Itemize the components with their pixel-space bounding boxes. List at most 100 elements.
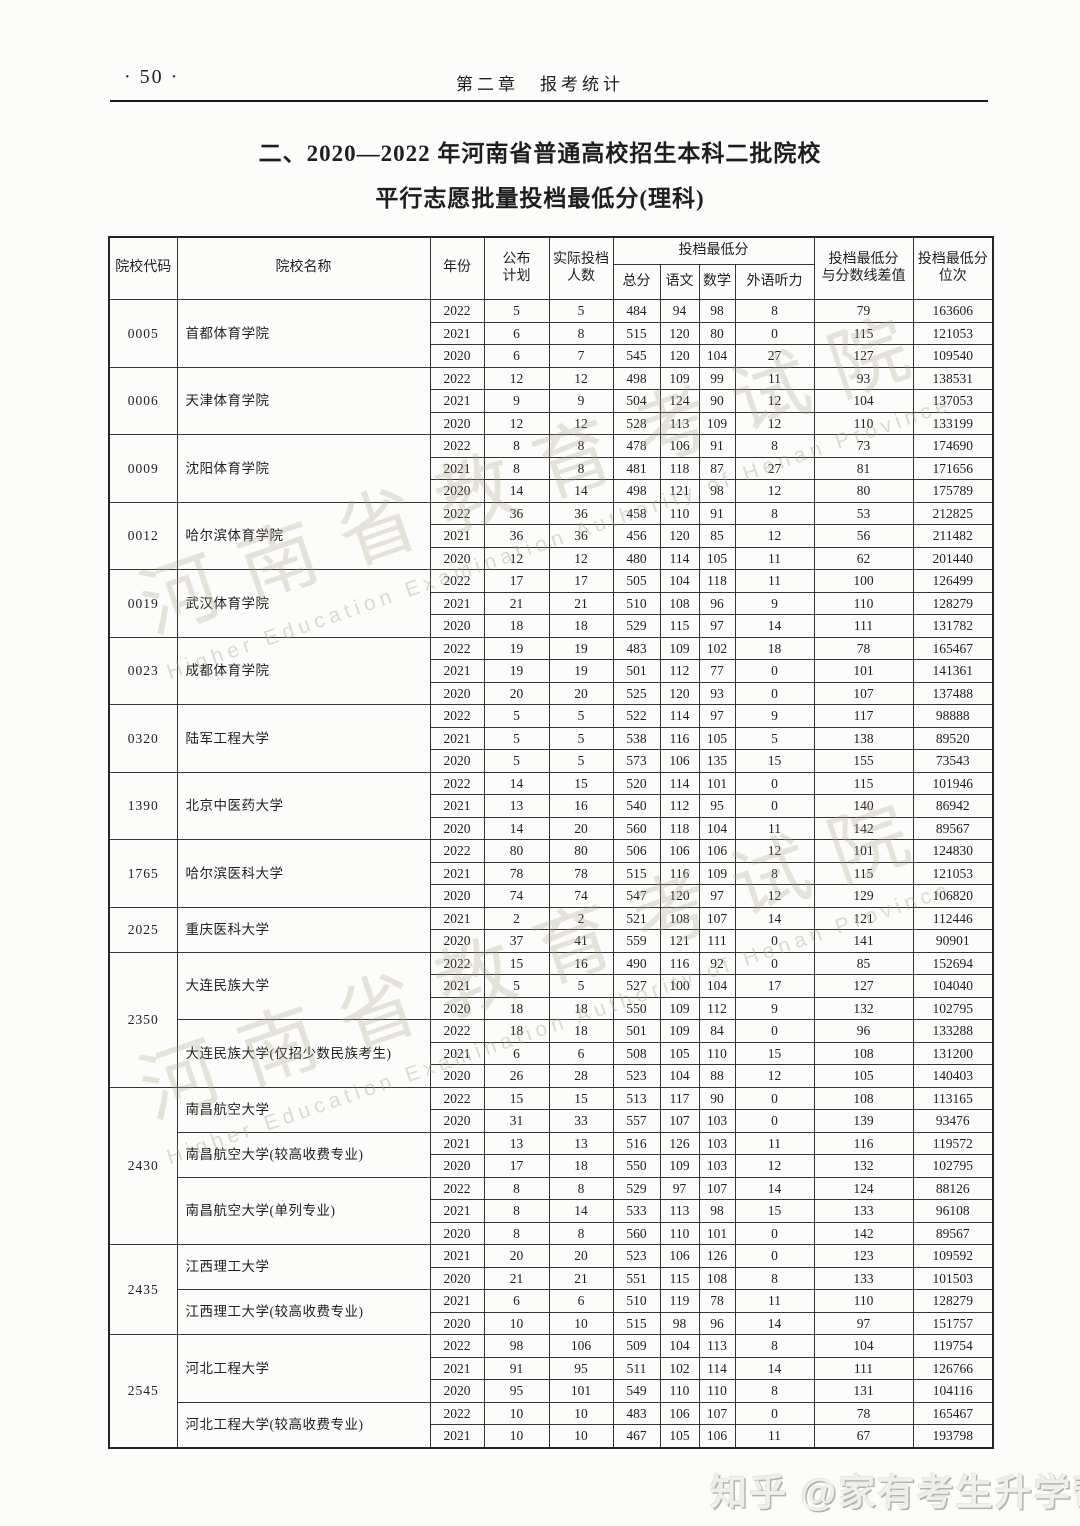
cell-math: 96	[698, 1311, 736, 1335]
cell-chinese: 120	[659, 681, 700, 705]
cell-plan: 14	[483, 816, 550, 840]
cell-year: 2020	[429, 1154, 485, 1178]
cell-plan: 8	[483, 1199, 550, 1223]
cell-rank: 98888	[912, 704, 994, 728]
cell-score-diff: 101	[813, 839, 914, 863]
cell-plan: 10	[483, 1401, 550, 1425]
cell-math: 110	[698, 1041, 736, 1065]
cell-listening: 27	[734, 456, 815, 480]
cell-college-code: 0012	[108, 501, 178, 570]
cell-actual: 106	[548, 1334, 614, 1358]
cell-total-score: 557	[612, 1109, 661, 1133]
cell-rank: 137488	[912, 681, 994, 705]
cell-math: 105	[698, 546, 736, 570]
cell-plan: 17	[483, 1154, 550, 1178]
cell-actual: 28	[548, 1064, 614, 1088]
table-row: 0005 首都体育学院 2022 5 5 484 94 98 8 79 163606	[108, 299, 994, 368]
cell-total-score: 516	[612, 1131, 661, 1155]
col-header-actual-filed: 实际投档 人数	[548, 236, 614, 300]
cell-listening: 0	[734, 951, 815, 975]
cell-plan: 6	[483, 344, 550, 368]
cell-rank: 163606	[912, 299, 994, 323]
table-row: 2435 江西理工大学 2021 20 20 523 106 126 0 123 109592	[108, 1244, 994, 1335]
cell-actual: 18	[548, 1019, 614, 1043]
cell-math: 110	[698, 1379, 736, 1403]
cell-listening: 14	[734, 1176, 815, 1200]
cell-listening: 9	[734, 704, 815, 728]
cell-listening: 0	[734, 1019, 815, 1043]
cell-score-diff: 100	[813, 569, 914, 593]
cell-rank: 137053	[912, 389, 994, 413]
table-row: 2020 8 8 560 110 101 0 142 89567	[109, 1221, 994, 1245]
chapter-header: 第二章 报考统计	[456, 75, 624, 94]
cell-listening: 12	[734, 1154, 815, 1178]
cell-listening: 0	[734, 929, 815, 953]
cell-plan: 31	[483, 1109, 550, 1133]
cell-plan: 98	[483, 1334, 550, 1358]
table-row: 江西理工大学(较高收费专业) 2021 6 6 510 119 78 11 110 128279	[109, 1289, 994, 1335]
cell-actual: 10	[548, 1424, 614, 1448]
cell-plan: 8	[483, 1221, 550, 1245]
cell-year: 2021	[429, 524, 485, 548]
cell-actual: 33	[548, 1109, 614, 1133]
cell-score-diff: 139	[813, 1109, 914, 1133]
cell-actual: 8	[548, 434, 614, 458]
cell-listening: 11	[734, 1131, 815, 1155]
cell-rank: 119572	[912, 1131, 994, 1155]
cell-actual: 10	[548, 1311, 614, 1335]
table-row: 2021 36 36 456 120 85 12 56 211482	[109, 524, 994, 548]
cell-score-diff: 142	[813, 1221, 914, 1245]
cell-plan: 8	[483, 434, 550, 458]
cell-listening: 12	[734, 839, 815, 863]
cell-total-score: 505	[612, 569, 661, 593]
cell-math: 103	[698, 1131, 736, 1155]
cell-rank: 174690	[912, 434, 994, 458]
cell-rank: 141361	[912, 659, 994, 683]
cell-rank: 102795	[912, 996, 994, 1020]
cell-year: 2022	[429, 569, 485, 593]
cell-college-name: 首都体育学院	[176, 299, 431, 368]
cell-listening: 11	[734, 1289, 815, 1313]
table-row: 0012 哈尔滨体育学院 2022 36 36 458 110 91 8 53 212825	[108, 501, 994, 570]
cell-college-code: 1390	[108, 771, 178, 840]
table-row: 2020 6 7 545 120 104 27 127 109540	[109, 344, 994, 368]
cell-rank: 133199	[912, 411, 994, 435]
cell-math: 135	[698, 749, 736, 773]
cell-rank: 113165	[912, 1086, 994, 1110]
cell-actual: 20	[548, 816, 614, 840]
cell-year: 2022	[429, 704, 485, 728]
cell-listening: 17	[734, 974, 815, 998]
cell-chinese: 104	[659, 569, 700, 593]
cell-plan: 6	[483, 1041, 550, 1065]
cell-chinese: 115	[659, 1266, 700, 1290]
cell-rank: 212825	[912, 501, 994, 525]
cell-score-diff: 132	[813, 996, 914, 1020]
cell-listening: 11	[734, 366, 815, 390]
cell-listening: 0	[734, 659, 815, 683]
cell-listening: 8	[734, 434, 815, 458]
cell-year: 2021	[429, 726, 485, 750]
cell-chinese: 109	[659, 1019, 700, 1043]
cell-score-diff: 133	[813, 1266, 914, 1290]
cell-actual: 36	[548, 501, 614, 525]
cell-rank: 121053	[912, 861, 994, 885]
cell-chinese: 114	[659, 546, 700, 570]
cell-actual: 10	[548, 1401, 614, 1425]
cell-listening: 0	[734, 771, 815, 795]
cell-rank: 138531	[912, 366, 994, 390]
cell-score-diff: 108	[813, 1041, 914, 1065]
table-row: 南昌航空大学(单列专业) 2022 8 8 529 97 107 14 124 88126	[109, 1176, 994, 1245]
cell-total-score: 501	[612, 659, 661, 683]
cell-score-diff: 96	[813, 1019, 914, 1043]
cell-year: 2020	[429, 749, 485, 773]
cell-math: 78	[698, 1289, 736, 1313]
cell-score-diff: 132	[813, 1154, 914, 1178]
cell-total-score: 504	[612, 389, 661, 413]
cell-listening: 0	[734, 1244, 815, 1268]
cell-listening: 0	[734, 681, 815, 705]
table-row: 2020 17 18 550 109 103 12 132 102795	[109, 1154, 994, 1178]
cell-plan: 15	[483, 1086, 550, 1110]
table-row: 2020 18 18 550 109 112 9 132 102795	[109, 996, 994, 1020]
cell-math: 114	[698, 1356, 736, 1380]
cell-rank: 201440	[912, 546, 994, 570]
